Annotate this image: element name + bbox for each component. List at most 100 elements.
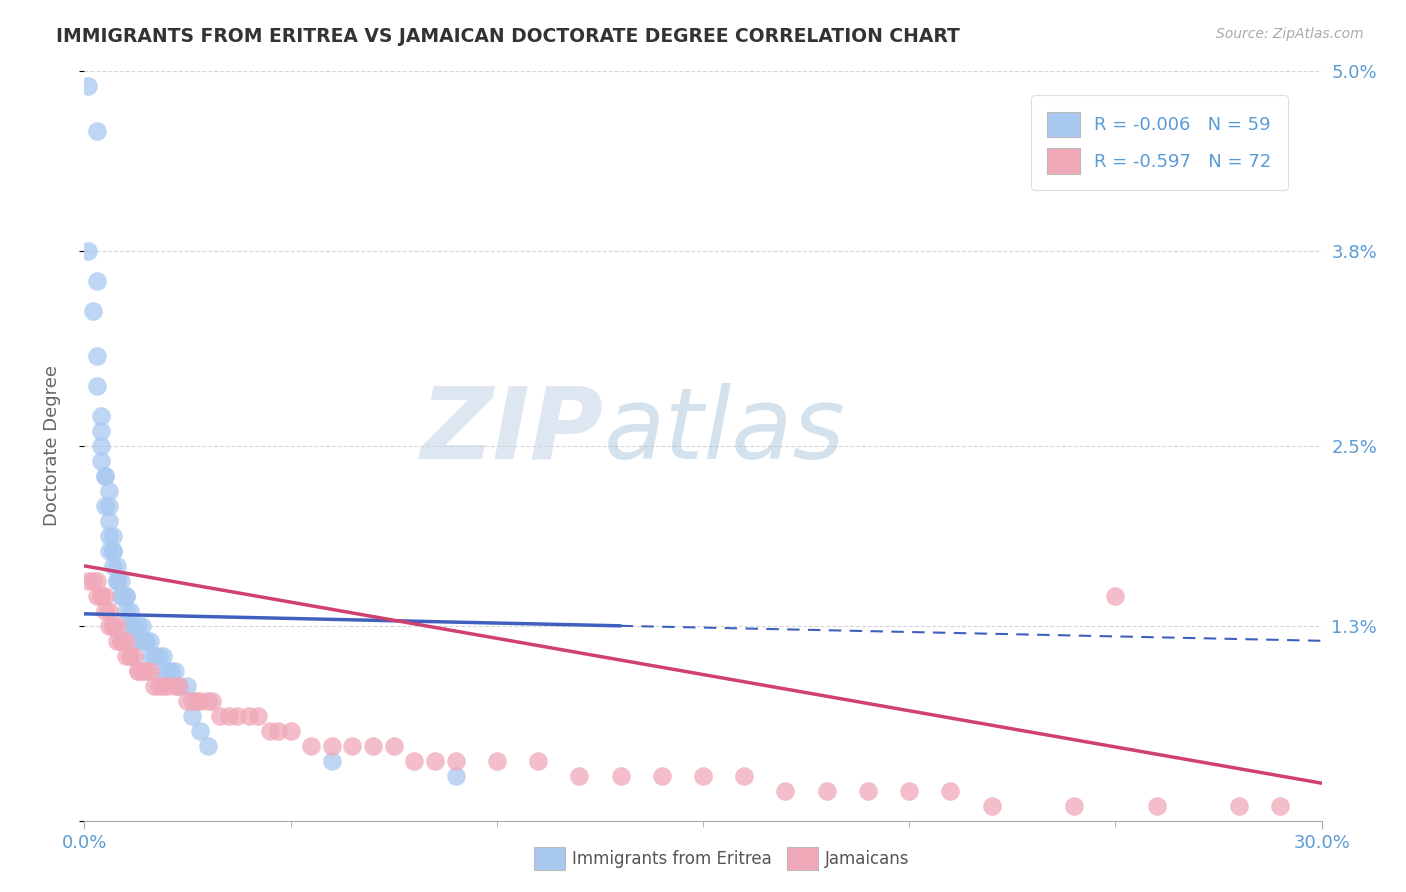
Legend: R = -0.006   N = 59, R = -0.597   N = 72: R = -0.006 N = 59, R = -0.597 N = 72 bbox=[1031, 95, 1288, 190]
Point bbox=[184, 694, 207, 708]
Point bbox=[259, 723, 281, 738]
Point bbox=[226, 708, 249, 723]
Point bbox=[180, 694, 202, 708]
Point bbox=[105, 574, 128, 588]
Point bbox=[342, 739, 364, 753]
Point bbox=[131, 633, 153, 648]
Point bbox=[103, 619, 125, 633]
Point bbox=[77, 574, 100, 588]
Point bbox=[103, 544, 125, 558]
Point bbox=[114, 648, 136, 663]
Point bbox=[156, 664, 179, 678]
Point bbox=[118, 604, 141, 618]
Point bbox=[197, 739, 219, 753]
Point bbox=[209, 708, 232, 723]
Point bbox=[86, 574, 108, 588]
Point bbox=[105, 574, 128, 588]
Point bbox=[382, 739, 405, 753]
Point bbox=[176, 679, 198, 693]
Point bbox=[267, 723, 290, 738]
Point bbox=[122, 619, 145, 633]
Point bbox=[82, 574, 104, 588]
Point bbox=[609, 769, 631, 783]
Point bbox=[77, 244, 100, 259]
Point bbox=[148, 679, 170, 693]
Text: IMMIGRANTS FROM ERITREA VS JAMAICAN DOCTORATE DEGREE CORRELATION CHART: IMMIGRANTS FROM ERITREA VS JAMAICAN DOCT… bbox=[56, 27, 960, 45]
Point bbox=[114, 589, 136, 603]
Point bbox=[167, 679, 190, 693]
Point bbox=[98, 514, 121, 528]
Point bbox=[201, 694, 224, 708]
Point bbox=[127, 633, 149, 648]
Point bbox=[165, 664, 187, 678]
Point bbox=[152, 648, 174, 663]
Point bbox=[444, 754, 467, 768]
Point bbox=[167, 679, 190, 693]
Point bbox=[180, 708, 202, 723]
Point bbox=[188, 694, 211, 708]
Point bbox=[404, 754, 426, 768]
Point bbox=[90, 439, 112, 453]
Point bbox=[90, 454, 112, 468]
Point bbox=[98, 544, 121, 558]
Point bbox=[246, 708, 269, 723]
Point bbox=[82, 304, 104, 318]
Point bbox=[122, 648, 145, 663]
Point bbox=[152, 664, 174, 678]
Point bbox=[110, 574, 132, 588]
Point bbox=[131, 619, 153, 633]
Point bbox=[127, 619, 149, 633]
Point bbox=[1146, 798, 1168, 813]
Point bbox=[143, 648, 166, 663]
Point bbox=[980, 798, 1002, 813]
Point bbox=[651, 769, 673, 783]
Point bbox=[114, 633, 136, 648]
Point bbox=[361, 739, 384, 753]
Text: Source: ZipAtlas.com: Source: ZipAtlas.com bbox=[1216, 27, 1364, 41]
Point bbox=[218, 708, 240, 723]
Point bbox=[160, 664, 183, 678]
Point bbox=[118, 619, 141, 633]
Point bbox=[98, 604, 121, 618]
Point bbox=[775, 783, 797, 797]
Point bbox=[103, 529, 125, 543]
Point bbox=[86, 124, 108, 138]
Point bbox=[444, 769, 467, 783]
Text: atlas: atlas bbox=[605, 383, 845, 480]
Point bbox=[105, 619, 128, 633]
Point bbox=[188, 723, 211, 738]
Point bbox=[90, 589, 112, 603]
Text: ZIP: ZIP bbox=[420, 383, 605, 480]
Point bbox=[815, 783, 838, 797]
Point bbox=[122, 619, 145, 633]
Point bbox=[692, 769, 714, 783]
Point bbox=[127, 664, 149, 678]
Point bbox=[114, 604, 136, 618]
Point bbox=[485, 754, 508, 768]
Point bbox=[1063, 798, 1085, 813]
Point bbox=[856, 783, 879, 797]
Point bbox=[94, 499, 117, 513]
Y-axis label: Doctorate Degree: Doctorate Degree bbox=[42, 366, 60, 526]
Point bbox=[733, 769, 755, 783]
Point bbox=[1104, 589, 1126, 603]
Point bbox=[139, 633, 162, 648]
Point bbox=[197, 694, 219, 708]
Point bbox=[103, 558, 125, 573]
Point bbox=[135, 633, 157, 648]
Point bbox=[321, 739, 343, 753]
Point bbox=[90, 424, 112, 438]
Text: Jamaicans: Jamaicans bbox=[825, 849, 910, 868]
Point bbox=[103, 619, 125, 633]
Point bbox=[568, 769, 591, 783]
Point bbox=[176, 694, 198, 708]
Point bbox=[98, 483, 121, 498]
Point bbox=[299, 739, 322, 753]
Point bbox=[118, 648, 141, 663]
Point bbox=[98, 619, 121, 633]
Point bbox=[103, 544, 125, 558]
Point bbox=[90, 409, 112, 423]
Point bbox=[1270, 798, 1292, 813]
Point bbox=[110, 589, 132, 603]
Point bbox=[280, 723, 302, 738]
